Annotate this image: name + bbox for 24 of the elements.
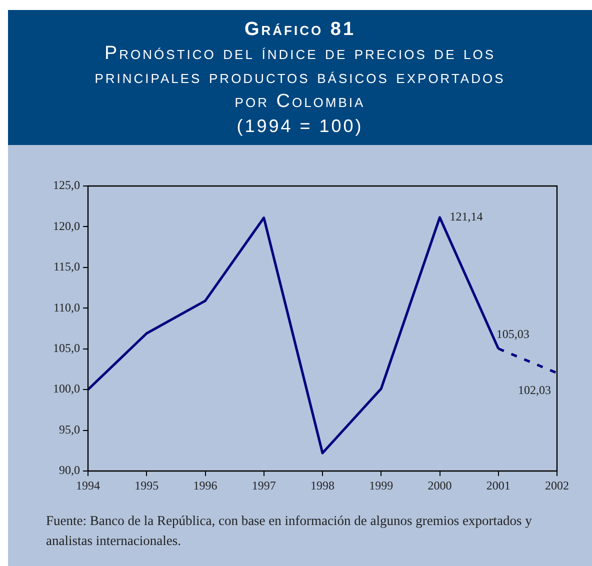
x-tick-label: 2000 — [428, 478, 452, 492]
y-tick-label: 115,0 — [53, 260, 80, 274]
x-tick-label: 1997 — [252, 478, 276, 492]
data-label: 105,03 — [496, 326, 530, 341]
text: (1994 = 100) — [236, 115, 364, 138]
x-tick-label: 1994 — [76, 478, 100, 492]
x-tick-label: 2001 — [486, 478, 510, 492]
y-tick-label: 90,0 — [59, 463, 80, 478]
x-tick-label: 2002 — [545, 478, 569, 492]
y-tick-label: 120,0 — [53, 218, 80, 233]
data-label: 121,14 — [450, 210, 483, 224]
y-tick-label: 100,0 — [53, 382, 80, 396]
y-tick-label: 105,0 — [53, 341, 80, 356]
x-tick-label: 1995 — [134, 478, 159, 492]
chart-subtitle: Pronóstico del índice de precios de los principales productos básicos exportados por Colombia — [94, 42, 506, 114]
y-tick-label: 95,0 — [59, 422, 80, 436]
y-tick-label: 110,0 — [53, 300, 80, 314]
data-label: 102,03 — [518, 383, 551, 398]
y-tick-label: 125,0 — [53, 178, 80, 192]
x-tick-label: 1999 — [369, 478, 394, 492]
x-tick-label: 1998 — [310, 478, 334, 492]
chart-title: Gráfico 81 — [243, 18, 357, 42]
x-tick-label: 1996 — [193, 478, 218, 492]
source-note: Fuente: Banco de la República, con base en información de algunos gremios exportados y analistas internacionales. — [46, 512, 533, 550]
